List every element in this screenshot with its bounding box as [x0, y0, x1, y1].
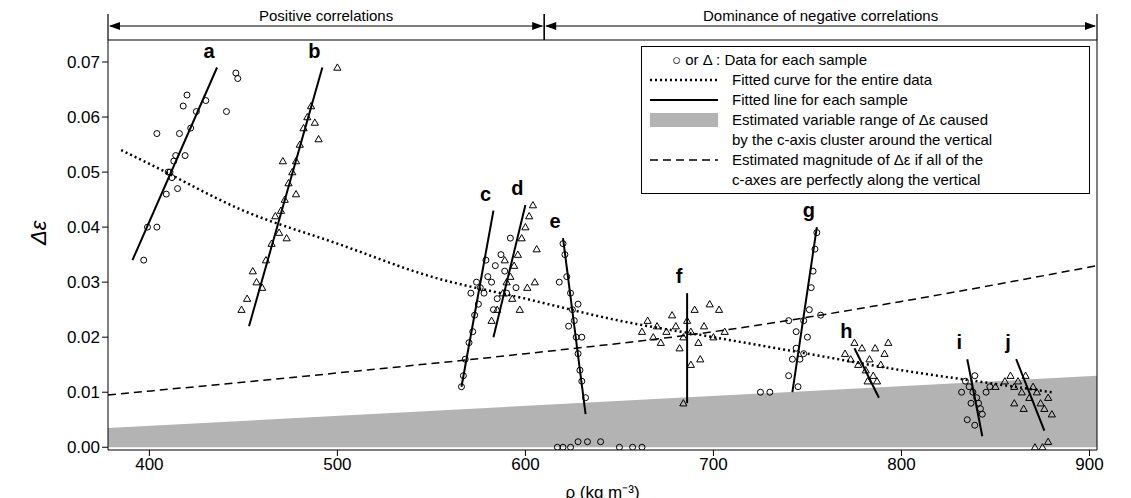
svg-text:g: g — [803, 199, 815, 221]
svg-text:Positive correlations: Positive correlations — [259, 8, 393, 24]
svg-text:900: 900 — [1075, 455, 1103, 474]
svg-text:0.03: 0.03 — [67, 273, 100, 292]
svg-text:500: 500 — [323, 455, 351, 474]
svg-text:0.01: 0.01 — [67, 383, 100, 402]
svg-text:0.07: 0.07 — [67, 53, 100, 72]
html-text:by the c-axis cluster around t: by the c-axis cluster around the vertica… — [732, 131, 993, 148]
svg-text:0.04: 0.04 — [67, 218, 100, 237]
svg-text:0.00: 0.00 — [67, 438, 100, 457]
svg-text:Δε: Δε — [26, 220, 51, 246]
svg-text:600: 600 — [511, 455, 539, 474]
html-text:Fitted curve for the entire da: Fitted curve for the entire data — [732, 71, 933, 88]
html-text:Fitted line for each sample: Fitted line for each sample — [732, 91, 908, 108]
svg-text:d: d — [511, 177, 523, 199]
svg-text:0.05: 0.05 — [67, 163, 100, 182]
svg-text:b: b — [308, 40, 320, 62]
html-text:Estimated magnitude of Δε if a: Estimated magnitude of Δε if all of the — [732, 151, 983, 168]
svg-text:j: j — [1004, 331, 1011, 353]
html-text:○ or Δ : Data for each sample: ○ or Δ : Data for each sample — [672, 51, 867, 68]
html-text:c-axes are perfectly along the: c-axes are perfectly along the vertical — [732, 171, 981, 188]
svg-text:0.02: 0.02 — [67, 328, 100, 347]
svg-text:0.06: 0.06 — [67, 108, 100, 127]
svg-text:e: e — [549, 210, 560, 232]
svg-text:h: h — [840, 320, 852, 342]
html-text:Estimated variable range of Δε: Estimated variable range of Δε caused — [732, 111, 988, 128]
svg-text:800: 800 — [887, 455, 915, 474]
svg-text:Dominance of negative correlat: Dominance of negative correlations — [703, 8, 938, 24]
svg-text:f: f — [676, 265, 683, 287]
svg-text:c: c — [480, 183, 491, 205]
svg-text:700: 700 — [699, 455, 727, 474]
svg-text:a: a — [203, 40, 215, 62]
svg-text:400: 400 — [135, 455, 163, 474]
svg-text:i: i — [956, 331, 962, 353]
svg-text:ρ (kg m⁻³): ρ (kg m⁻³) — [565, 483, 639, 498]
